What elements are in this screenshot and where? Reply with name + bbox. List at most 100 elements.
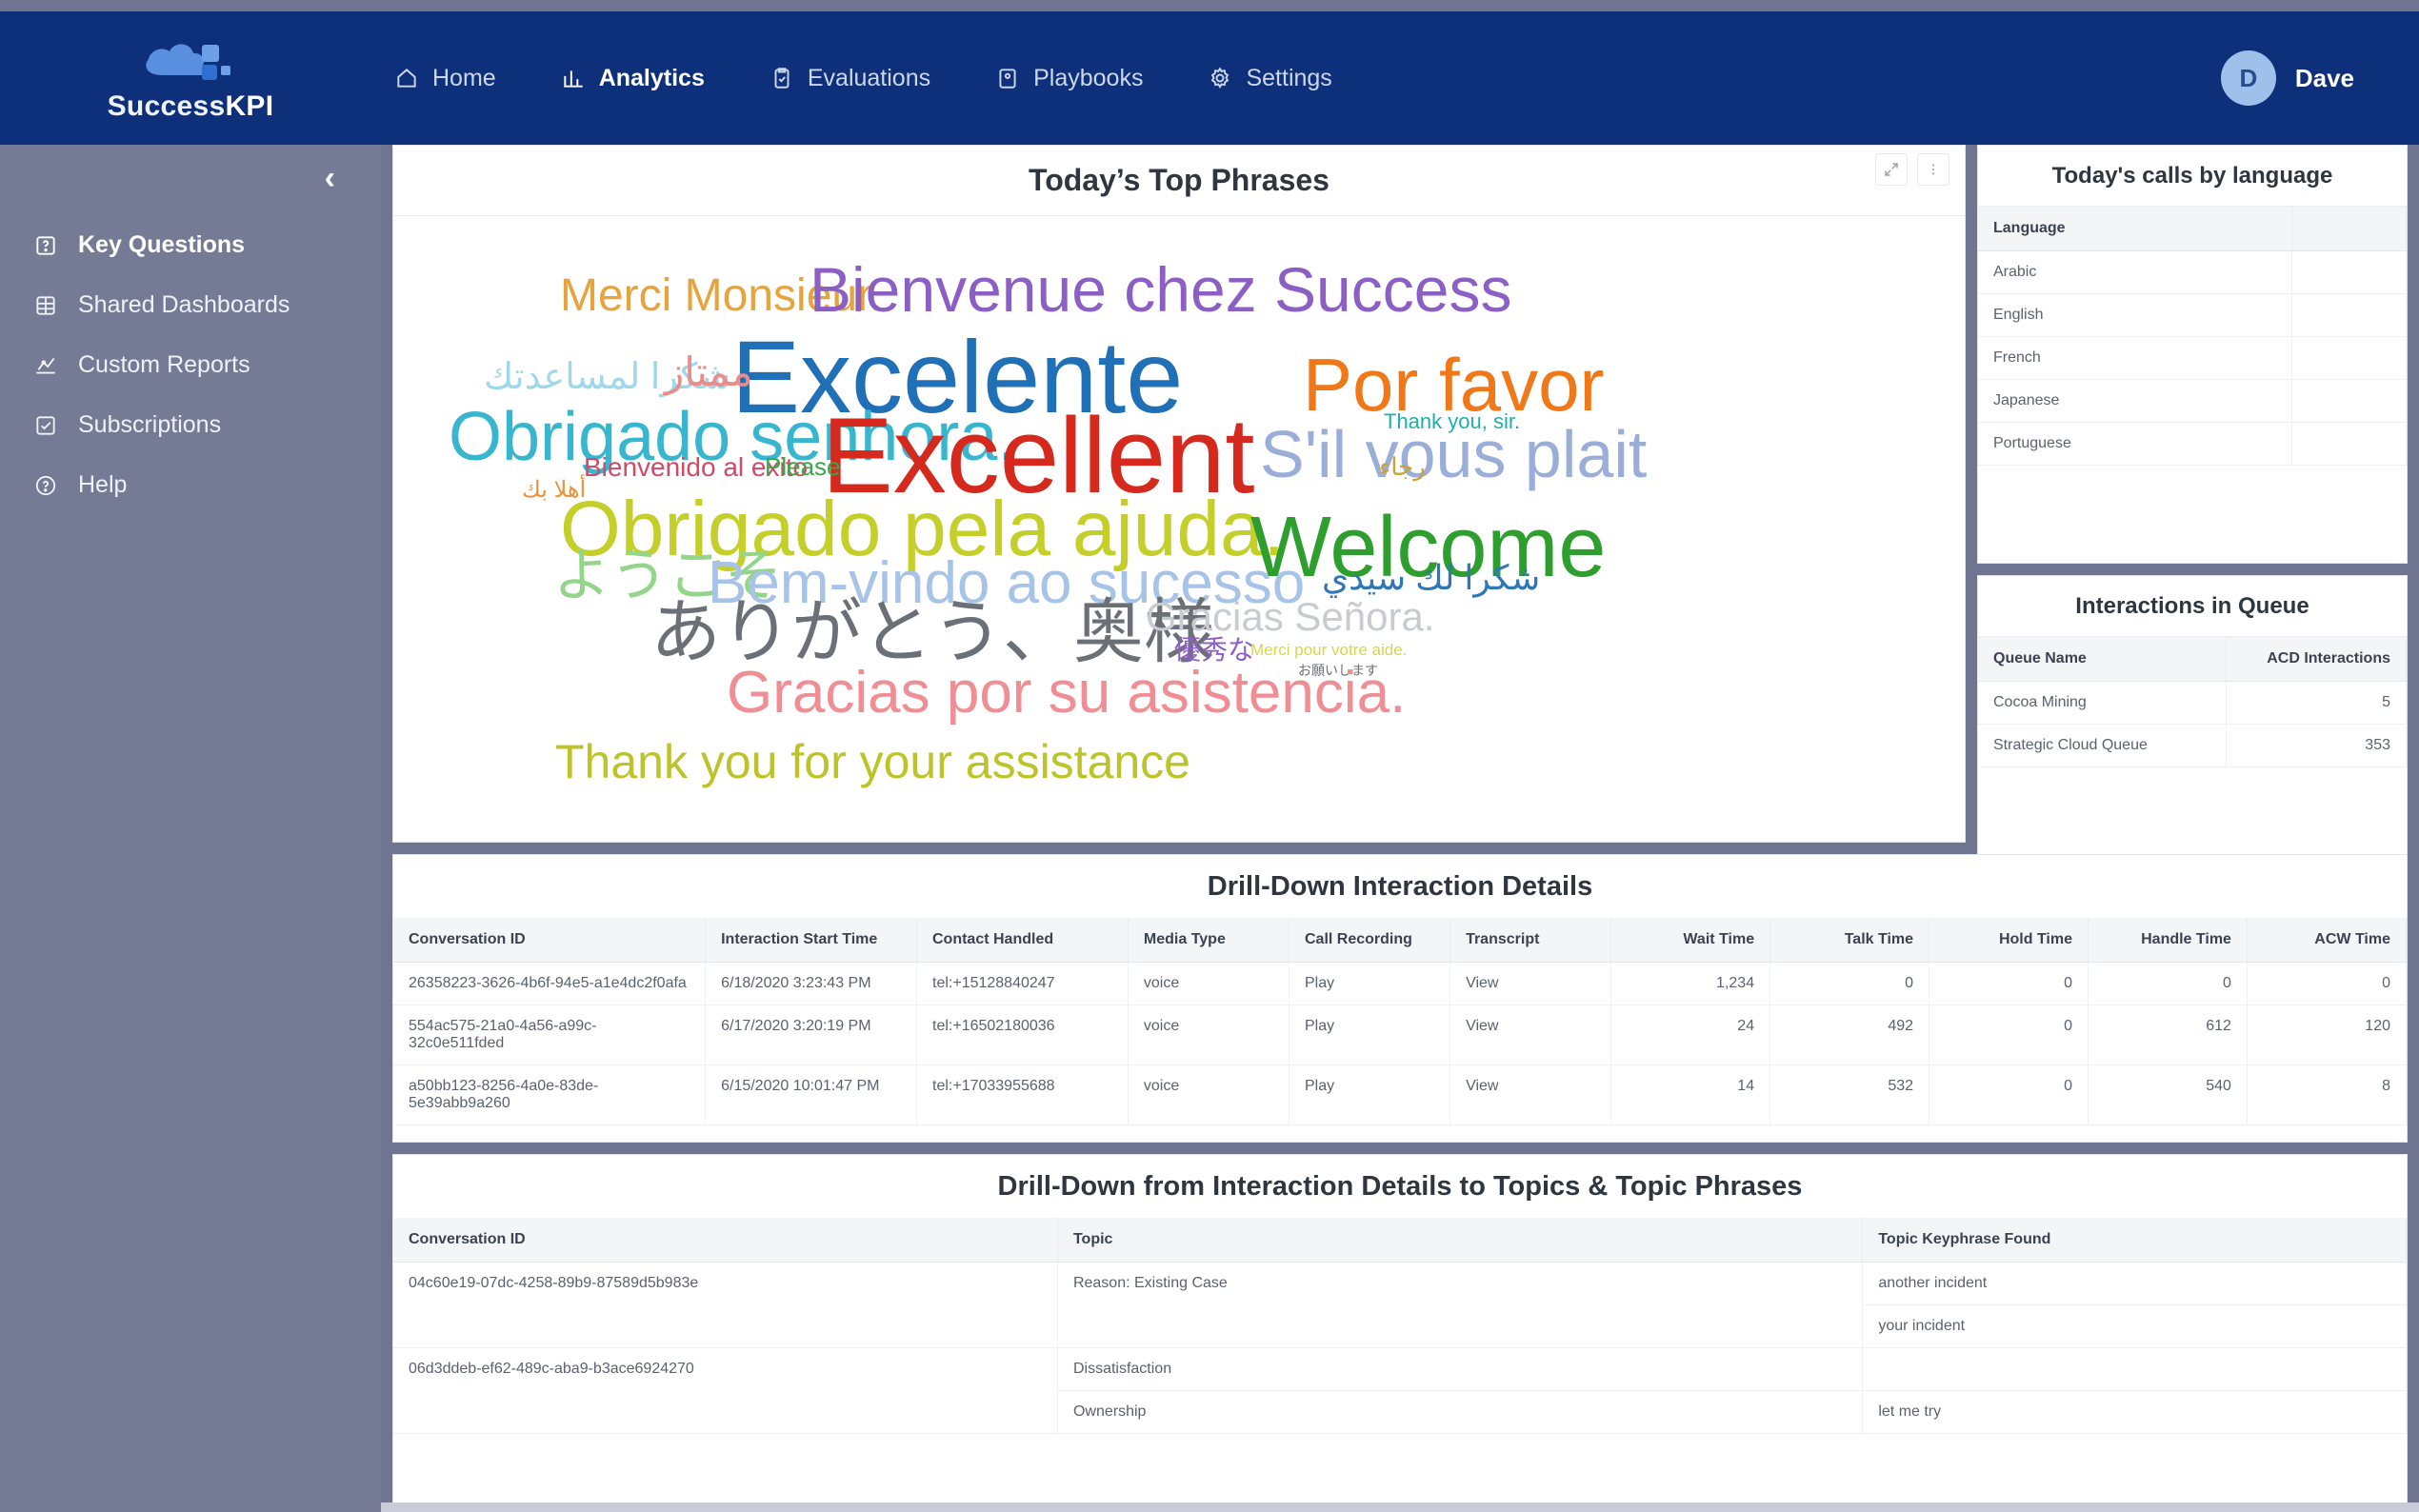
avatar: D	[2220, 50, 2276, 106]
word-cloud-word[interactable]: Bienvenue chez Success	[810, 254, 1512, 325]
table-row[interactable]: Ownership let me try	[393, 1390, 2407, 1434]
column-header-conversation-id[interactable]: Conversation ID	[393, 1218, 1058, 1263]
column-header-interaction-start-time[interactable]: Interaction Start Time	[705, 918, 917, 963]
nav-item-settings[interactable]: Settings	[1208, 65, 1332, 92]
column-header-language-value[interactable]	[2291, 207, 2407, 251]
cell-call-recording-play-link[interactable]: Play	[1289, 1064, 1451, 1125]
column-header-call-recording[interactable]: Call Recording	[1289, 918, 1451, 963]
word-cloud-header: Today’s Top Phrases	[393, 146, 1965, 216]
table-row[interactable]: 04c60e19-07dc-4258-89b9-87589d5b983e Rea…	[393, 1262, 2407, 1348]
column-header-acw-time[interactable]: ACW Time	[2247, 918, 2408, 963]
interactions-in-queue-table: Queue Name ACD Interactions Cocoa Mining…	[1978, 637, 2407, 767]
word-cloud-word[interactable]: お願いします	[1298, 663, 1378, 678]
nav-item-home[interactable]: Home	[394, 65, 496, 92]
nav-item-playbooks[interactable]: Playbooks	[995, 65, 1143, 92]
column-header-contact-handled[interactable]: Contact Handled	[916, 918, 1129, 963]
sidebar-item-subscriptions-label: Subscriptions	[78, 411, 222, 438]
column-header-conversation-id[interactable]: Conversation ID	[393, 918, 707, 963]
table-row[interactable]: 06d3ddeb-ef62-489c-aba9-b3ace6924270 Dis…	[393, 1347, 2407, 1434]
sidebar-item-shared-dashboards[interactable]: Shared Dashboards	[0, 275, 381, 335]
nav-item-analytics[interactable]: Analytics	[561, 65, 705, 92]
chevron-left-icon[interactable]: ‹	[324, 160, 335, 196]
word-cloud-word[interactable]: Por favor	[1303, 343, 1605, 427]
table-row[interactable]: 26358223-3626-4b6f-94e5-a1e4dc2f0afa 6/1…	[393, 962, 2408, 1005]
word-cloud-word[interactable]: رجاء	[1379, 452, 1426, 481]
column-header-language[interactable]: Language	[1978, 207, 2292, 251]
word-cloud-word[interactable]: أهلا بك	[522, 477, 587, 503]
word-cloud-word[interactable]: Welcome	[1250, 500, 1607, 595]
word-cloud-word[interactable]: ありがとう、奥様	[650, 592, 1214, 671]
column-header-queue-name[interactable]: Queue Name	[1978, 637, 2228, 682]
word-cloud-word[interactable]: Thank you for your assistance	[555, 735, 1190, 788]
main-content: Today’s Top Phrases Merci Monsieur. Bienv…	[381, 145, 2419, 1512]
cell-call-recording-play-link[interactable]: Play	[1289, 962, 1451, 1005]
cell-transcript-view-link[interactable]: View	[1449, 1064, 1612, 1125]
nav-item-playbooks-label: Playbooks	[1033, 64, 1144, 91]
sidebar-item-help-label: Help	[78, 471, 128, 498]
sidebar-item-help[interactable]: Help	[0, 455, 381, 515]
table-row[interactable]: 554ac575-21a0-4a56-a99c-32c0e511fded 6/1…	[393, 1005, 2408, 1065]
cell-transcript-view-link[interactable]: View	[1449, 1005, 1612, 1065]
word-cloud-word[interactable]: Merci pour votre aide.	[1250, 641, 1408, 659]
word-cloud-word[interactable]: شكرا لمساعدتك	[484, 357, 731, 397]
column-header-acd-interactions[interactable]: ACD Interactions	[2226, 637, 2407, 682]
word-cloud-word[interactable]: Bem-vindo ao sucesso	[708, 550, 1306, 616]
word-cloud-word[interactable]: Please	[765, 452, 841, 481]
word-cloud-word[interactable]: Merci Monsieur.	[560, 270, 883, 321]
table-row[interactable]: Arabic	[1978, 250, 2407, 294]
word-cloud-word[interactable]: 優秀な	[1174, 635, 1255, 665]
column-header-topic[interactable]: Topic	[1057, 1218, 1864, 1263]
table-row[interactable]: a50bb123-8256-4a0e-83de-5e39abb9a260 6/1…	[393, 1064, 2408, 1125]
word-cloud-word[interactable]: ようこそ	[553, 544, 782, 607]
cell-conversation-id: a50bb123-8256-4a0e-83de-5e39abb9a260	[393, 1064, 707, 1125]
table-header-row: Conversation ID Topic Topic Keyphrase Fo…	[393, 1218, 2407, 1263]
interaction-details-title: Drill-Down Interaction Details	[1207, 870, 1593, 902]
table-header-row: Queue Name ACD Interactions	[1978, 637, 2407, 682]
word-cloud-word[interactable]: شكرا لك سيدي	[1322, 558, 1541, 597]
cell-transcript-view-link[interactable]: View	[1449, 962, 1612, 1005]
table-row[interactable]: Strategic Cloud Queue 353	[1978, 724, 2407, 767]
column-header-transcript[interactable]: Transcript	[1449, 918, 1612, 963]
table-row[interactable]: French	[1978, 336, 2407, 380]
table-row[interactable]: your incident	[393, 1304, 2407, 1348]
column-header-media-type[interactable]: Media Type	[1128, 918, 1289, 963]
interactions-in-queue-thead: Queue Name ACD Interactions	[1978, 637, 2407, 682]
column-header-wait-time[interactable]: Wait Time	[1610, 918, 1771, 963]
word-cloud-word[interactable]: Gracias Señora.	[1146, 594, 1435, 639]
word-cloud-word[interactable]: S'il vous plait	[1260, 417, 1648, 491]
expand-icon[interactable]	[1875, 153, 1908, 186]
table-row[interactable]: Cocoa Mining 5	[1978, 681, 2407, 725]
word-cloud-word[interactable]: Obrigado pela ajuda.	[560, 486, 1286, 572]
word-cloud-word[interactable]: Excelente	[731, 319, 1184, 434]
user-name: Dave	[2294, 63, 2354, 92]
cell-language-value	[2291, 250, 2407, 294]
column-header-talk-time[interactable]: Talk Time	[1769, 918, 1930, 963]
more-menu-icon[interactable]	[1917, 153, 1949, 186]
sidebar-item-key-questions[interactable]: Key Questions	[0, 215, 381, 275]
table-row[interactable]: Japanese	[1978, 379, 2407, 423]
help-circle-icon	[32, 472, 59, 499]
word-cloud-word[interactable]: Thank you, sir.	[1384, 409, 1521, 433]
sidebar-item-subscriptions[interactable]: Subscriptions	[0, 395, 381, 455]
word-cloud-word[interactable]: Gracias por su asistencia.	[727, 660, 1407, 726]
cell-contact-handled: tel:+15128840247	[916, 962, 1129, 1005]
word-cloud-word[interactable]: Bienvenido al exito	[584, 452, 809, 482]
cell-media-type: voice	[1128, 1064, 1289, 1125]
horizontal-scrollbar[interactable]	[381, 1502, 2419, 1512]
word-cloud-word[interactable]: Obrigado senhora.	[449, 399, 1017, 475]
cell-media-type: voice	[1128, 962, 1289, 1005]
column-header-topic-keyphrase-found[interactable]: Topic Keyphrase Found	[1862, 1218, 2407, 1263]
sidebar-item-shared-dashboards-label: Shared Dashboards	[78, 291, 290, 318]
brand-logo-area[interactable]: SuccessKPI	[0, 33, 381, 123]
cell-call-recording-play-link[interactable]: Play	[1289, 1005, 1451, 1065]
column-header-handle-time[interactable]: Handle Time	[2088, 918, 2248, 963]
table-row[interactable]: English	[1978, 293, 2407, 337]
sidebar-item-custom-reports[interactable]: Custom Reports	[0, 335, 381, 395]
nav-item-evaluations[interactable]: Evaluations	[770, 65, 930, 92]
user-menu[interactable]: D Dave	[2220, 50, 2354, 106]
table-row[interactable]: Portuguese	[1978, 422, 2407, 466]
word-cloud-word[interactable]: ممتاز	[665, 349, 753, 394]
column-header-hold-time[interactable]: Hold Time	[1929, 918, 2089, 963]
word-cloud-word[interactable]: Excellent	[822, 396, 1255, 515]
